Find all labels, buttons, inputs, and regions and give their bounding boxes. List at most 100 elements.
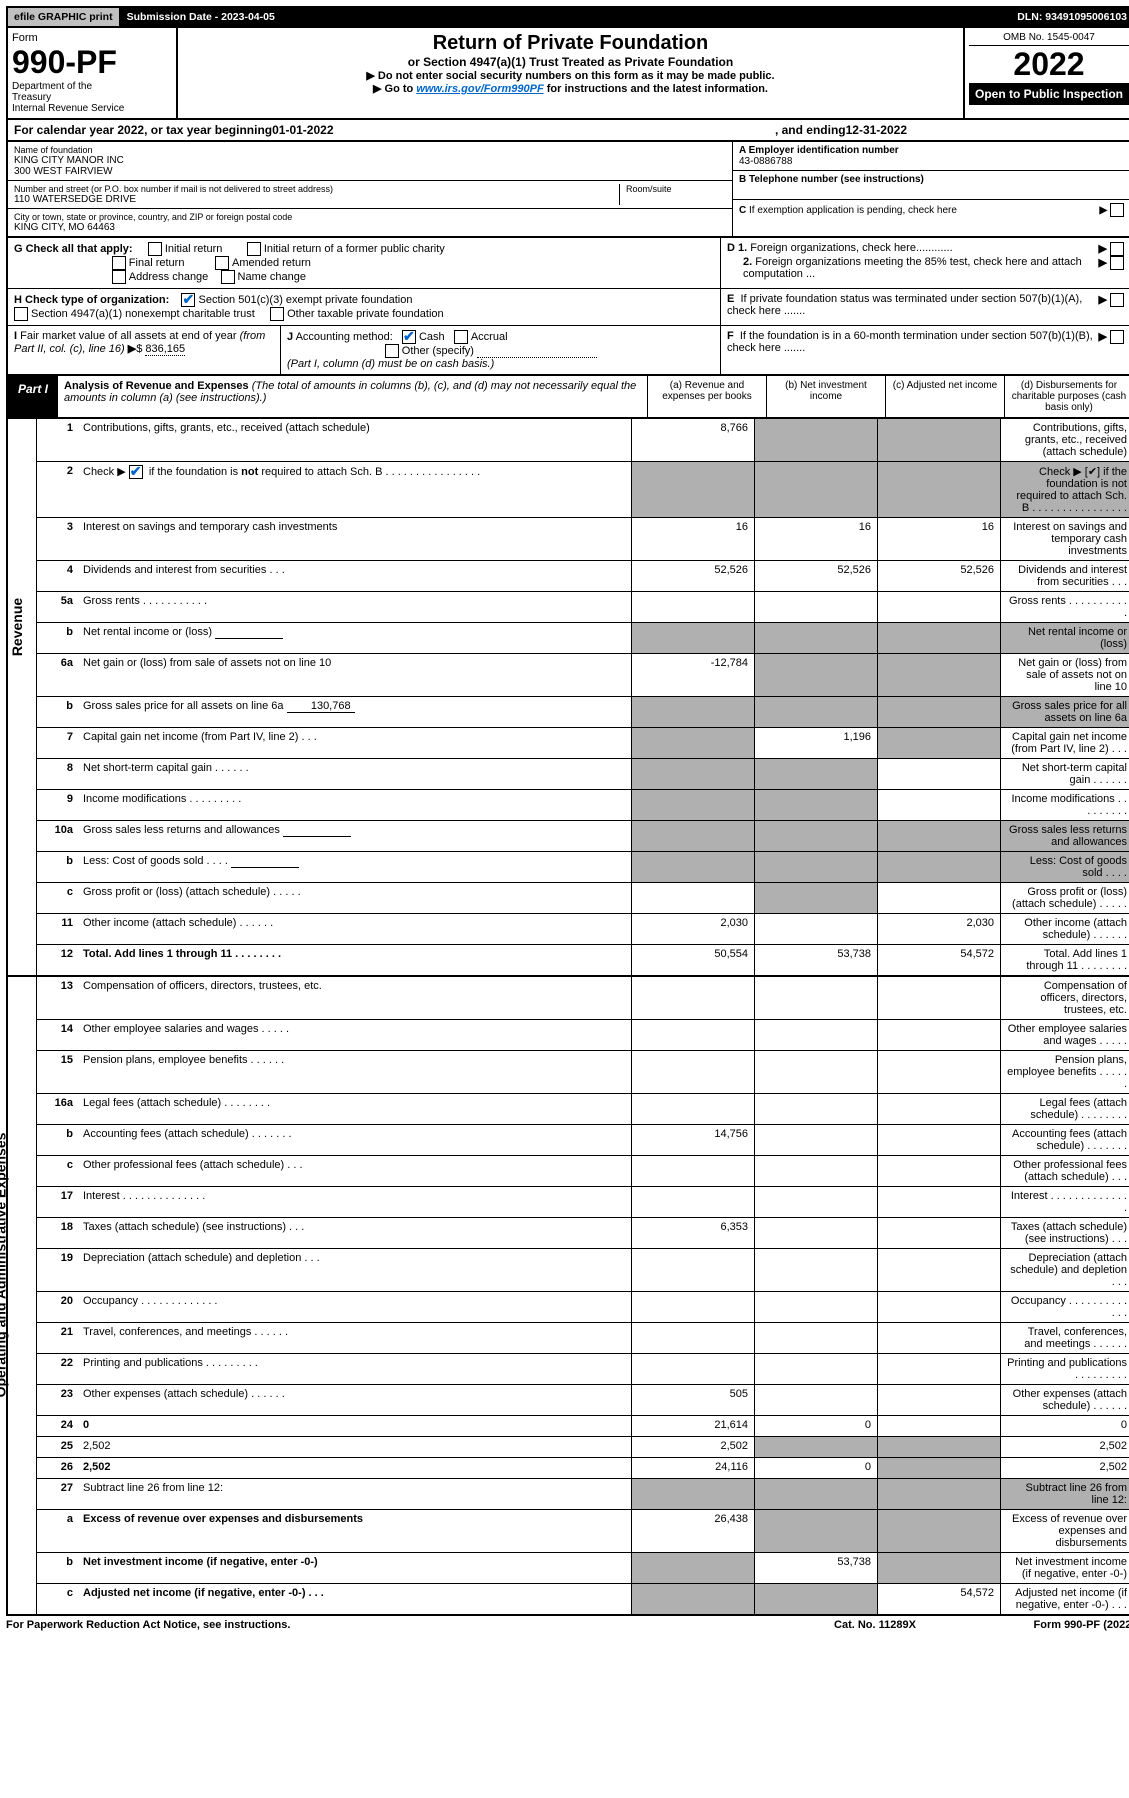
cell-col-a xyxy=(631,790,754,820)
tax-year: 2022 xyxy=(969,46,1129,83)
table-row: 15Pension plans, employee benefits . . .… xyxy=(37,1051,1129,1094)
h-501c3-cb[interactable] xyxy=(181,293,195,307)
cell-col-b xyxy=(754,1292,877,1322)
cell-col-d: Depreciation (attach schedule) and deple… xyxy=(1000,1249,1129,1291)
cell-col-a xyxy=(631,1553,754,1583)
cell-col-b xyxy=(754,1479,877,1509)
row-description: Pension plans, employee benefits . . . .… xyxy=(77,1051,631,1093)
h-label: H Check type of organization: xyxy=(14,294,169,306)
row-description: Accounting fees (attach schedule) . . . … xyxy=(77,1125,631,1155)
d2-checkbox[interactable] xyxy=(1110,256,1124,270)
foundation-name: KING CITY MANOR INC xyxy=(14,155,726,166)
expenses-table: Operating and Administrative Expenses 13… xyxy=(6,977,1129,1616)
table-row: 19Depreciation (attach schedule) and dep… xyxy=(37,1249,1129,1292)
j-cash-cb[interactable] xyxy=(402,330,416,344)
cell-col-d: Interest on savings and temporary cash i… xyxy=(1000,518,1129,560)
h-row: H Check type of organization: Section 50… xyxy=(6,289,1129,326)
cell-col-c: 2,030 xyxy=(877,914,1000,944)
cell-col-c xyxy=(877,1323,1000,1353)
cell-col-d: Dividends and interest from securities .… xyxy=(1000,561,1129,591)
d1-checkbox[interactable] xyxy=(1110,242,1124,256)
cell-col-c xyxy=(877,697,1000,727)
cell-col-a: 8,766 xyxy=(631,419,754,461)
cell-col-a xyxy=(631,852,754,882)
row-description: Net rental income or (loss) xyxy=(77,623,631,653)
row-number: 27 xyxy=(37,1479,77,1509)
cell-col-a: 6,353 xyxy=(631,1218,754,1248)
row-description: Excess of revenue over expenses and disb… xyxy=(77,1510,631,1552)
calendar-year-row: For calendar year 2022, or tax year begi… xyxy=(6,120,1129,142)
row-description: Contributions, gifts, grants, etc., rece… xyxy=(77,419,631,461)
j-label: Accounting method: xyxy=(296,331,393,343)
row-number: 10a xyxy=(37,821,77,851)
g-initial-former-cb[interactable] xyxy=(247,242,261,256)
h-other-taxable-cb[interactable] xyxy=(270,307,284,321)
table-row: bNet rental income or (loss) Net rental … xyxy=(37,623,1129,654)
f-checkbox[interactable] xyxy=(1110,330,1124,344)
cell-col-a xyxy=(631,759,754,789)
cell-col-b xyxy=(754,1094,877,1124)
row-number: 8 xyxy=(37,759,77,789)
cell-col-b xyxy=(754,1187,877,1217)
cell-col-d: Gross rents . . . . . . . . . . . xyxy=(1000,592,1129,622)
row-description: 2,502 xyxy=(77,1437,631,1457)
cell-col-b xyxy=(754,914,877,944)
telephone-label: B Telephone number (see instructions) xyxy=(739,174,1127,185)
g-amended-cb[interactable] xyxy=(215,256,229,270)
city-state-zip: KING CITY, MO 64463 xyxy=(14,222,726,233)
cell-col-a: -12,784 xyxy=(631,654,754,696)
h-4947-cb[interactable] xyxy=(14,307,28,321)
cell-col-c xyxy=(877,1510,1000,1552)
cell-col-b xyxy=(754,1020,877,1050)
cell-col-c xyxy=(877,623,1000,653)
table-row: 11Other income (attach schedule) . . . .… xyxy=(37,914,1129,945)
g-name-change-cb[interactable] xyxy=(221,270,235,284)
cell-col-d: Accounting fees (attach schedule) . . . … xyxy=(1000,1125,1129,1155)
g-initial-return-cb[interactable] xyxy=(148,242,162,256)
cell-col-c xyxy=(877,1437,1000,1457)
cell-col-d: Other income (attach schedule) . . . . .… xyxy=(1000,914,1129,944)
cell-col-b xyxy=(754,759,877,789)
cell-col-c xyxy=(877,1020,1000,1050)
j-accrual-cb[interactable] xyxy=(454,330,468,344)
cell-col-d: Contributions, gifts, grants, etc., rece… xyxy=(1000,419,1129,461)
cell-col-d: Other expenses (attach schedule) . . . .… xyxy=(1000,1385,1129,1415)
row-description: Legal fees (attach schedule) . . . . . .… xyxy=(77,1094,631,1124)
cell-col-c xyxy=(877,1416,1000,1436)
row-description: Net short-term capital gain . . . . . . xyxy=(77,759,631,789)
row-number: b xyxy=(37,623,77,653)
row-description: Interest . . . . . . . . . . . . . . xyxy=(77,1187,631,1217)
col-c-header: (c) Adjusted net income xyxy=(886,376,1005,417)
cell-col-c xyxy=(877,1051,1000,1093)
irs-link[interactable]: www.irs.gov/Form990PF xyxy=(416,83,543,95)
cell-col-d: Net investment income (if negative, ente… xyxy=(1000,1553,1129,1583)
row-number: 12 xyxy=(37,945,77,975)
d2-label: Foreign organizations meeting the 85% te… xyxy=(743,256,1082,280)
row-description: Taxes (attach schedule) (see instruction… xyxy=(77,1218,631,1248)
cell-col-b xyxy=(754,790,877,820)
row-description: Printing and publications . . . . . . . … xyxy=(77,1354,631,1384)
efile-print-label[interactable]: efile GRAPHIC print xyxy=(8,8,121,26)
cell-col-a xyxy=(631,728,754,758)
row-description: Total. Add lines 1 through 11 . . . . . … xyxy=(77,945,631,975)
g-address-change-cb[interactable] xyxy=(112,270,126,284)
j-other-cb[interactable] xyxy=(385,344,399,358)
c-checkbox[interactable] xyxy=(1110,203,1124,217)
cell-col-b xyxy=(754,977,877,1019)
cell-col-b xyxy=(754,592,877,622)
g-final-return-cb[interactable] xyxy=(112,256,126,270)
cell-col-c xyxy=(877,1156,1000,1186)
row-number: 6a xyxy=(37,654,77,696)
row-description: Net gain or (loss) from sale of assets n… xyxy=(77,654,631,696)
e-checkbox[interactable] xyxy=(1110,293,1124,307)
row-number: b xyxy=(37,1125,77,1155)
d1-label: Foreign organizations, check here.......… xyxy=(750,242,952,254)
cell-col-a xyxy=(631,1051,754,1093)
row-description: Gross rents . . . . . . . . . . . xyxy=(77,592,631,622)
name-label: Name of foundation xyxy=(14,145,726,155)
cell-col-a xyxy=(631,1094,754,1124)
cell-col-a xyxy=(631,697,754,727)
cell-col-d: Net rental income or (loss) xyxy=(1000,623,1129,653)
room-label: Room/suite xyxy=(626,184,726,194)
table-row: 12Total. Add lines 1 through 11 . . . . … xyxy=(37,945,1129,975)
